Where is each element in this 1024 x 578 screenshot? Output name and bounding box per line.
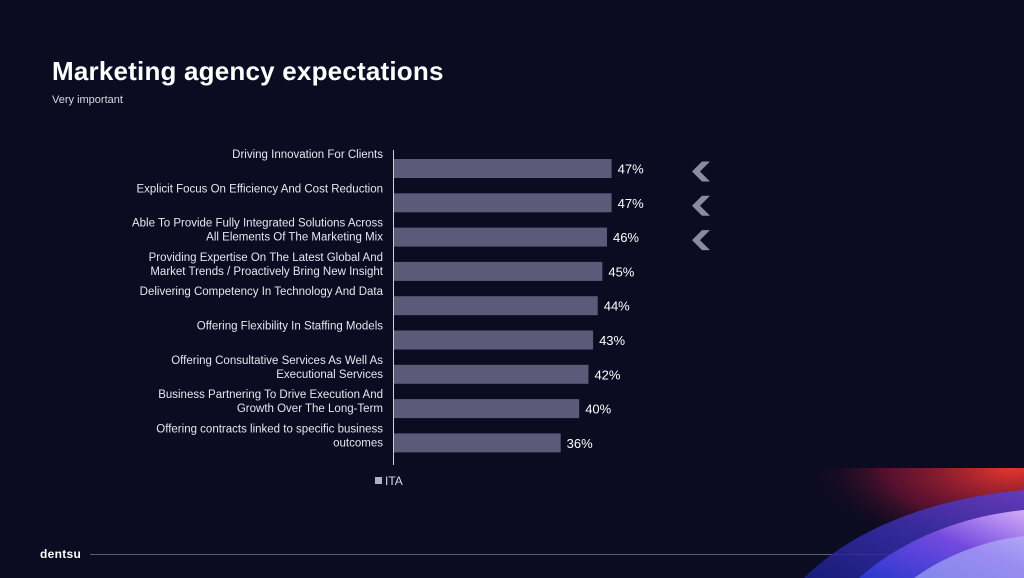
- value-label-8: 40%: [585, 402, 611, 417]
- legend-label-ita: ITA: [385, 474, 403, 488]
- category-label-3-line-2: All Elements Of The Marketing Mix: [206, 232, 383, 244]
- value-label-2: 47%: [618, 196, 644, 211]
- value-label-9: 36%: [567, 436, 593, 451]
- value-label-7: 42%: [594, 367, 620, 382]
- value-label-1: 47%: [618, 162, 644, 177]
- category-label-9-line-1: Offering contracts linked to specific bu…: [156, 423, 383, 435]
- footer-divider: [90, 554, 954, 555]
- bar-3: [394, 227, 607, 247]
- category-label-7-line-2: Executional Services: [276, 369, 383, 381]
- value-label-4: 45%: [608, 264, 634, 279]
- bar-2: [394, 193, 612, 213]
- category-label-3-line-1: Able To Provide Fully Integrated Solutio…: [132, 218, 383, 230]
- category-label-2: Explicit Focus On Efficiency And Cost Re…: [136, 183, 383, 195]
- chevron-left-icon: [692, 195, 710, 216]
- bar-5: [394, 296, 598, 316]
- bar-4: [394, 261, 603, 281]
- decorative-swoosh: [764, 468, 1024, 578]
- bar-1: [394, 159, 612, 178]
- category-label-9-line-2: outcomes: [333, 437, 383, 449]
- value-label-5: 44%: [604, 299, 630, 314]
- bar-6: [394, 330, 594, 350]
- chevron-left-icon: [692, 230, 710, 251]
- category-label-6: Offering Flexibility In Staffing Models: [197, 321, 383, 333]
- category-label-5: Delivering Competency In Technology And …: [140, 286, 384, 298]
- bar-7: [394, 364, 589, 384]
- bar-8: [394, 399, 580, 419]
- category-label-8-line-2: Growth Over The Long-Term: [237, 403, 383, 415]
- bar-9: [394, 433, 561, 453]
- category-label-8-line-1: Business Partnering To Drive Execution A…: [158, 389, 383, 401]
- category-label-4-line-2: Market Trends / Proactively Bring New In…: [150, 266, 383, 278]
- category-label-7-line-1: Offering Consultative Services As Well A…: [171, 355, 383, 367]
- category-label-4-line-1: Providing Expertise On The Latest Global…: [149, 252, 383, 264]
- brand-logo: dentsu: [40, 547, 82, 561]
- slide-title: Marketing agency expectations: [52, 56, 444, 86]
- chevron-left-icon: [692, 161, 710, 182]
- legend-swatch-ita: [375, 477, 382, 484]
- value-label-3: 46%: [613, 230, 639, 245]
- category-label-1: Driving Innovation For Clients: [232, 149, 383, 161]
- slide-subtitle: Very important: [52, 94, 123, 106]
- value-label-6: 43%: [599, 333, 625, 348]
